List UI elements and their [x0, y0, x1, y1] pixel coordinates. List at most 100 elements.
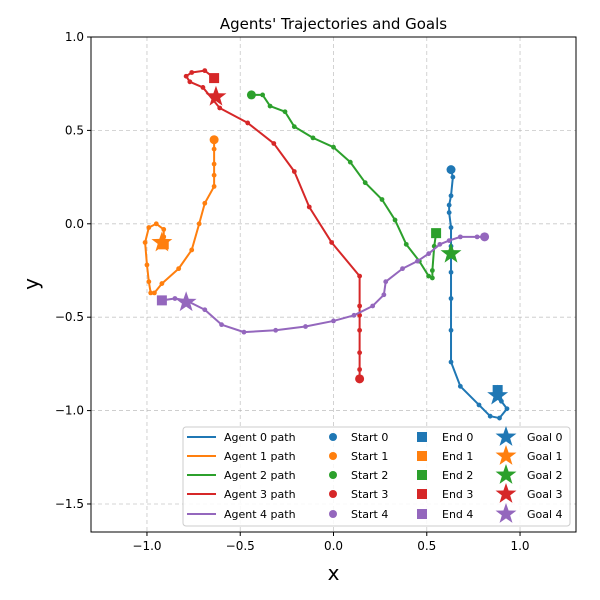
y-tick-label: 0.0 [65, 217, 84, 231]
agent-3-path-point [189, 70, 195, 75]
agent-1-start-marker [209, 135, 219, 145]
legend-end-swatch [417, 489, 427, 499]
agent-1-path-point [146, 279, 152, 285]
legend: Agent 0 path Start 0 End 0 Goal 0 Agent 1 pa… [182, 426, 571, 527]
y-tick-label: −1.5 [55, 497, 84, 511]
agent-4-path-point [400, 266, 405, 272]
legend-goal-swatch [495, 464, 517, 484]
agent-2-end-marker [431, 228, 442, 239]
agent-0-path-point [446, 210, 452, 215]
agent-4-path-point [381, 292, 387, 298]
legend-end-label: End 4 [442, 508, 473, 521]
agent-2-start-marker [246, 90, 256, 100]
agent-0-path-point [448, 225, 454, 230]
agent-1-path-point [189, 247, 195, 253]
agent-1-group [142, 135, 219, 296]
agent-2-path-point [291, 124, 297, 130]
agent-1-path-point [142, 240, 148, 245]
legend-start-swatch [329, 510, 337, 518]
legend-start-swatch [329, 471, 337, 479]
plot-frame [90, 36, 577, 533]
agent-3-path-point [200, 85, 206, 90]
legend-end-swatch [417, 451, 427, 461]
x-tick-label: −1.0 [132, 539, 161, 553]
agent-0-start-marker [446, 165, 456, 175]
agent-4-path-point [202, 307, 208, 313]
agent-4-path-point [370, 303, 376, 309]
agent-1-path-point [159, 281, 165, 286]
legend-goal-label: Goal 3 [527, 488, 563, 501]
agent-0-path-point [448, 296, 454, 301]
agent-3-group [183, 68, 365, 384]
agent-0-goal-marker [487, 384, 509, 405]
legend-goal-label: Goal 1 [527, 450, 563, 463]
y-tick-label: 1.0 [65, 30, 84, 44]
axis-ticks: −1.0 −0.5 0.0 0.5 1.0 −1.5 −1.0 −0.5 0.0 0.5 1.0 [55, 30, 530, 553]
legend-end-label: End 3 [442, 488, 473, 501]
agent-1-path-point [176, 266, 182, 272]
legend-start-label: Start 4 [351, 508, 388, 521]
y-axis-label: y [19, 278, 43, 290]
agent-1-path-point [202, 200, 208, 206]
agent-2-path-point [310, 135, 316, 141]
agent-3-path-point [357, 273, 363, 279]
legend-end-swatch [417, 509, 427, 519]
y-tick-label: 0.5 [65, 123, 84, 137]
x-tick-label: −0.5 [226, 539, 255, 553]
agent-3-path-point [291, 169, 297, 174]
agent-4-path-point [457, 234, 463, 240]
agent-3-path-point [357, 350, 363, 356]
legend-goal-swatch [495, 426, 517, 446]
legend-start-swatch [329, 490, 337, 498]
legend-end-swatch [417, 470, 427, 480]
agent-4-path-point [446, 238, 452, 244]
agent-3-path-point [357, 303, 363, 309]
agent-3-path-point [217, 105, 223, 111]
legend-goal-label: Goal 4 [527, 508, 563, 521]
agent-1-path-point [148, 290, 154, 296]
agent-2-path-point [392, 217, 398, 223]
legend-path-label: Agent 2 path [224, 469, 296, 482]
legend-start-swatch [329, 452, 337, 460]
agent-3-path-point [357, 327, 363, 333]
agent-2-path-point [260, 92, 266, 98]
legend-end-swatch [417, 432, 427, 442]
agent-4-path-point [273, 327, 279, 333]
legend-path-label: Agent 0 path [224, 431, 296, 444]
agent-0-group [446, 165, 510, 421]
agent-3-start-marker [355, 374, 365, 384]
legend-end-label: End 1 [442, 450, 473, 463]
agent-4-path-point [474, 234, 480, 240]
agent-2-path-point [362, 180, 368, 186]
chart-title: Agents' Trajectories and Goals [220, 15, 447, 33]
agent-4-path-point [351, 312, 357, 318]
agent-2-path-point [429, 268, 435, 273]
agent-2-path-point [429, 275, 435, 281]
legend-goal-swatch [495, 503, 517, 523]
agent-0-path-point [448, 193, 454, 199]
agent-4-group [156, 232, 490, 335]
agent-2-path-point [403, 241, 409, 247]
legend-start-label: Start 0 [351, 431, 388, 444]
agent-2-goal-marker [440, 242, 462, 263]
agent-4-path-point [426, 251, 432, 257]
agent-3-path-point [202, 68, 208, 74]
agent-3-end-marker [209, 73, 220, 84]
agent-4-end-marker [156, 295, 167, 306]
legend-start-label: Start 2 [351, 469, 388, 482]
x-tick-label: 1.0 [510, 539, 529, 553]
agent-1-path-point [196, 221, 202, 227]
agent-1-path-point [144, 262, 150, 268]
legend-start-label: Start 3 [351, 488, 388, 501]
agent-2-group [246, 90, 462, 281]
agent-4-path-point [383, 279, 389, 285]
agent-0-path-point [457, 383, 463, 389]
legend-goal-swatch [495, 483, 517, 503]
legend-end-label: End 2 [442, 469, 473, 482]
agent-3-path-point [271, 141, 277, 146]
legend-path-label: Agent 3 path [224, 488, 296, 501]
agent-2-path-point [331, 144, 336, 150]
agent-4-path-point [437, 241, 443, 247]
agent-1-path-point [161, 226, 167, 232]
